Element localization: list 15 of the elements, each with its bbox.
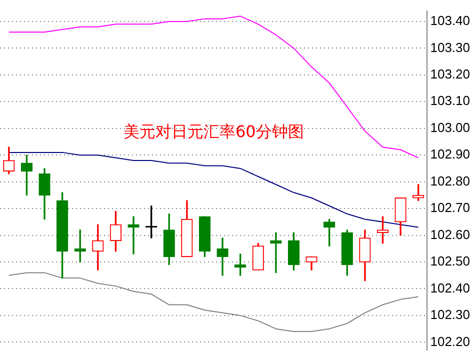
y-tick-label: 102.30 <box>430 307 470 322</box>
y-tick-label: 102.70 <box>430 200 470 216</box>
y-tick-label: 102.60 <box>430 226 470 242</box>
y-tick-label: 102.80 <box>430 173 470 188</box>
y-tick-label: 103.00 <box>430 120 470 135</box>
candlestick <box>216 238 228 276</box>
y-tick-label: 103.30 <box>430 40 470 55</box>
text: 美元对日元汇率60分钟图 <box>123 122 304 142</box>
y-tick-label: 102.20 <box>430 334 470 349</box>
y-tick-label: 102.40 <box>430 280 470 296</box>
y-tick-label: 102.90 <box>430 146 470 162</box>
y-tick-label: 102.50 <box>430 254 470 269</box>
y-tick-label: 103.40 <box>430 13 470 28</box>
y-tick-label: 103.10 <box>430 93 470 108</box>
y-tick-label: 103.20 <box>430 66 470 82</box>
